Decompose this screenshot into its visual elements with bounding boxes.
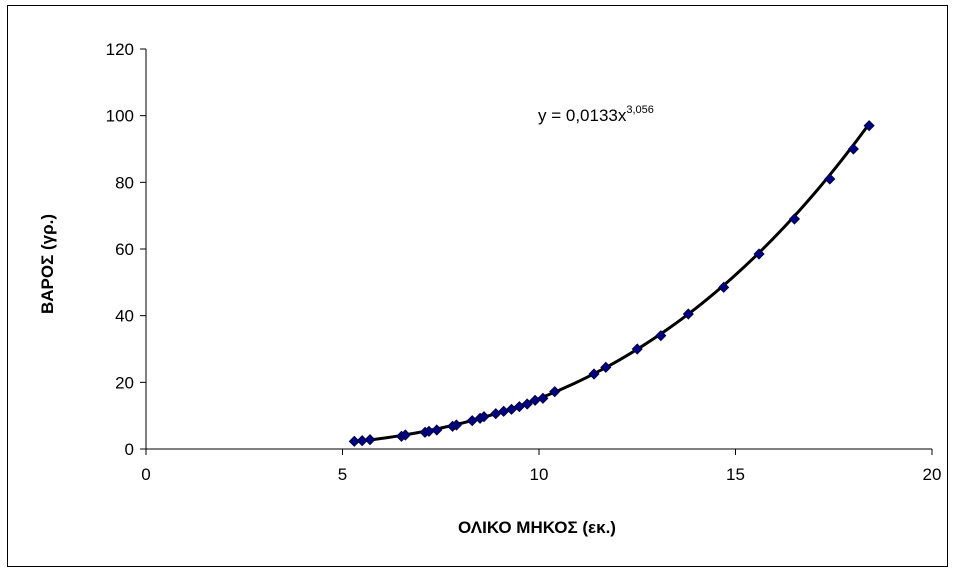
trendline: [354, 123, 871, 444]
axes: 0 20 40 60 80 100 120 0 5 10 15 20: [106, 40, 942, 484]
chart-frame: 0 20 40 60 80 100 120 0 5 10 15 20 ΟΛΙΚΟ ΜΗΚΟΣ (εκ.…: [7, 5, 948, 567]
data-point: [399, 429, 411, 441]
y-tick-label: 120: [106, 40, 134, 59]
data-point: [450, 419, 463, 431]
data-point: [847, 143, 859, 155]
data-point: [824, 173, 836, 185]
data-point: [521, 398, 533, 410]
data-point: [655, 330, 667, 342]
y-tick-label: 20: [115, 373, 134, 392]
trendline-equation: y = 0,0133x3,056: [538, 104, 654, 125]
data-point: [863, 120, 875, 132]
data-point: [431, 424, 443, 436]
data-point: [364, 434, 376, 446]
trendline-group: [354, 123, 871, 444]
data-point: [631, 343, 643, 355]
axis-labels: ΟΛΙΚΟ ΜΗΚΟΣ (εκ.) ΒΑΡΟΣ (γρ.): [38, 214, 616, 537]
y-axis-label: ΒΑΡΟΣ (γρ.): [38, 214, 57, 314]
data-points: [348, 120, 875, 447]
x-tick-label: 20: [923, 465, 942, 484]
data-point: [718, 281, 730, 293]
y-tick-label: 0: [125, 440, 134, 459]
data-point: [478, 411, 490, 423]
x-axis-label: ΟΛΙΚΟ ΜΗΚΟΣ (εκ.): [458, 518, 616, 537]
data-point: [753, 248, 765, 260]
x-tick-label: 15: [726, 465, 745, 484]
data-point: [682, 308, 694, 320]
data-point: [537, 392, 549, 404]
y-tick-label: 40: [115, 307, 134, 326]
equation-text: y = 0,0133x: [538, 106, 627, 125]
data-point: [588, 368, 600, 380]
y-tick-label: 100: [106, 107, 134, 126]
data-point: [549, 386, 561, 398]
x-tick-label: 0: [141, 465, 150, 484]
data-point: [788, 213, 801, 225]
equation-exponent: 3,056: [626, 104, 654, 116]
x-tick-label: 10: [530, 465, 549, 484]
data-point: [600, 361, 612, 373]
y-tick-label: 80: [115, 173, 134, 192]
scatter-chart: 0 20 40 60 80 100 120 0 5 10 15 20 ΟΛΙΚΟ ΜΗΚΟΣ (εκ.…: [38, 40, 942, 537]
y-tick-label: 60: [115, 240, 134, 259]
x-tick-label: 5: [338, 465, 347, 484]
